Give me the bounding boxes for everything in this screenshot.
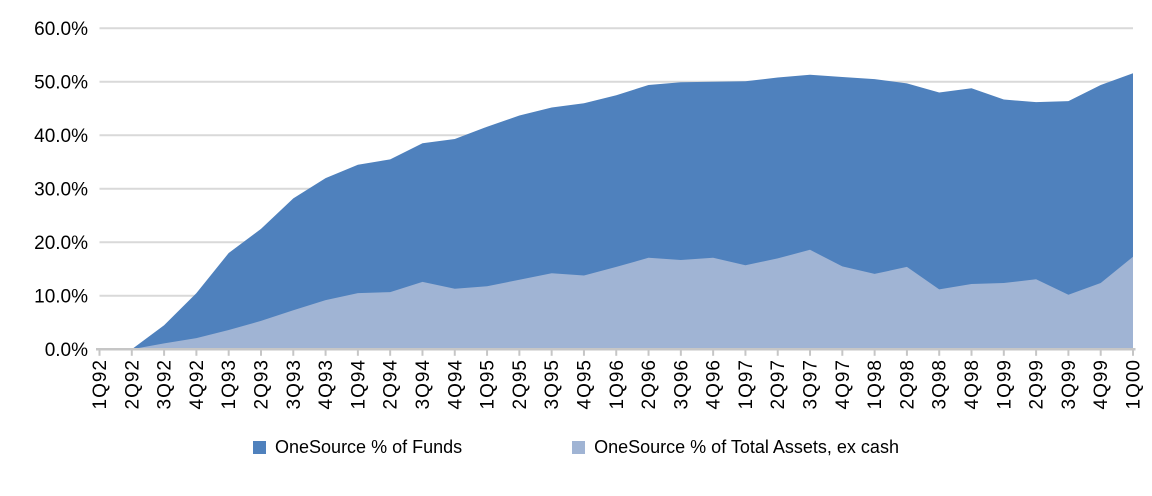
x-tick-label: 2Q97	[768, 359, 789, 409]
x-tick-label: 3Q94	[413, 359, 434, 409]
x-tick-label: 4Q93	[316, 359, 337, 409]
x-tick-label: 3Q96	[671, 359, 692, 409]
area-total-assets	[99, 249, 1133, 350]
x-tick-label: 1Q96	[607, 359, 628, 409]
x-tick-label: 1Q00	[1124, 359, 1145, 409]
x-tick-label: 1Q93	[219, 359, 240, 409]
y-tick-label: 30.0%	[34, 179, 88, 200]
y-tick-label: 60.0%	[34, 19, 88, 40]
x-tick-label: 3Q97	[801, 359, 822, 409]
x-tick-label: 1Q94	[348, 359, 369, 409]
x-tick-label: 1Q97	[736, 359, 757, 409]
x-tick-label: 2Q92	[122, 359, 143, 409]
x-tick-label: 2Q96	[639, 359, 660, 409]
x-tick-label: 1Q92	[90, 359, 111, 409]
x-tick-label: 4Q96	[704, 359, 725, 409]
x-tick-label: 3Q98	[930, 359, 951, 409]
x-tick-label: 2Q99	[1027, 359, 1048, 409]
x-tick-label: 4Q95	[574, 359, 595, 409]
legend-label-funds: OneSource % of Funds	[275, 437, 463, 457]
x-tick-label: 2Q94	[381, 359, 402, 409]
x-tick-label: 4Q98	[962, 359, 983, 409]
x-tick-label: 3Q99	[1059, 359, 1080, 409]
y-tick-label: 20.0%	[34, 233, 88, 254]
x-tick-label: 1Q99	[994, 359, 1015, 409]
x-tick-label: 2Q93	[251, 359, 272, 409]
x-tick-label: 1Q95	[478, 359, 499, 409]
legend-swatch-funds-icon	[253, 441, 267, 454]
chart-legend: OneSource % of Funds OneSource % of Tota…	[0, 437, 1152, 458]
legend-item-funds: OneSource % of Funds	[253, 437, 462, 458]
legend-label-total-assets: OneSource % of Total Assets, ex cash	[594, 437, 899, 457]
x-tick-label: 1Q98	[865, 359, 886, 409]
y-tick-label: 50.0%	[34, 72, 88, 93]
x-tick-label: 3Q95	[542, 359, 563, 409]
x-tick-label: 4Q99	[1091, 359, 1112, 409]
x-tick-label: 4Q94	[445, 359, 466, 409]
x-tick-label: 3Q93	[284, 359, 305, 409]
x-tick-label: 4Q97	[833, 359, 854, 409]
x-tick-label: 2Q98	[897, 359, 918, 409]
legend-swatch-total-assets-icon	[572, 441, 586, 454]
x-tick-label: 3Q92	[155, 359, 176, 409]
x-tick-label: 2Q95	[510, 359, 531, 409]
y-tick-label: 40.0%	[34, 126, 88, 147]
x-tick-label: 4Q92	[187, 359, 208, 409]
legend-item-total-assets: OneSource % of Total Assets, ex cash	[572, 437, 899, 458]
y-tick-label: 0.0%	[45, 340, 88, 361]
y-tick-label: 10.0%	[34, 286, 88, 307]
